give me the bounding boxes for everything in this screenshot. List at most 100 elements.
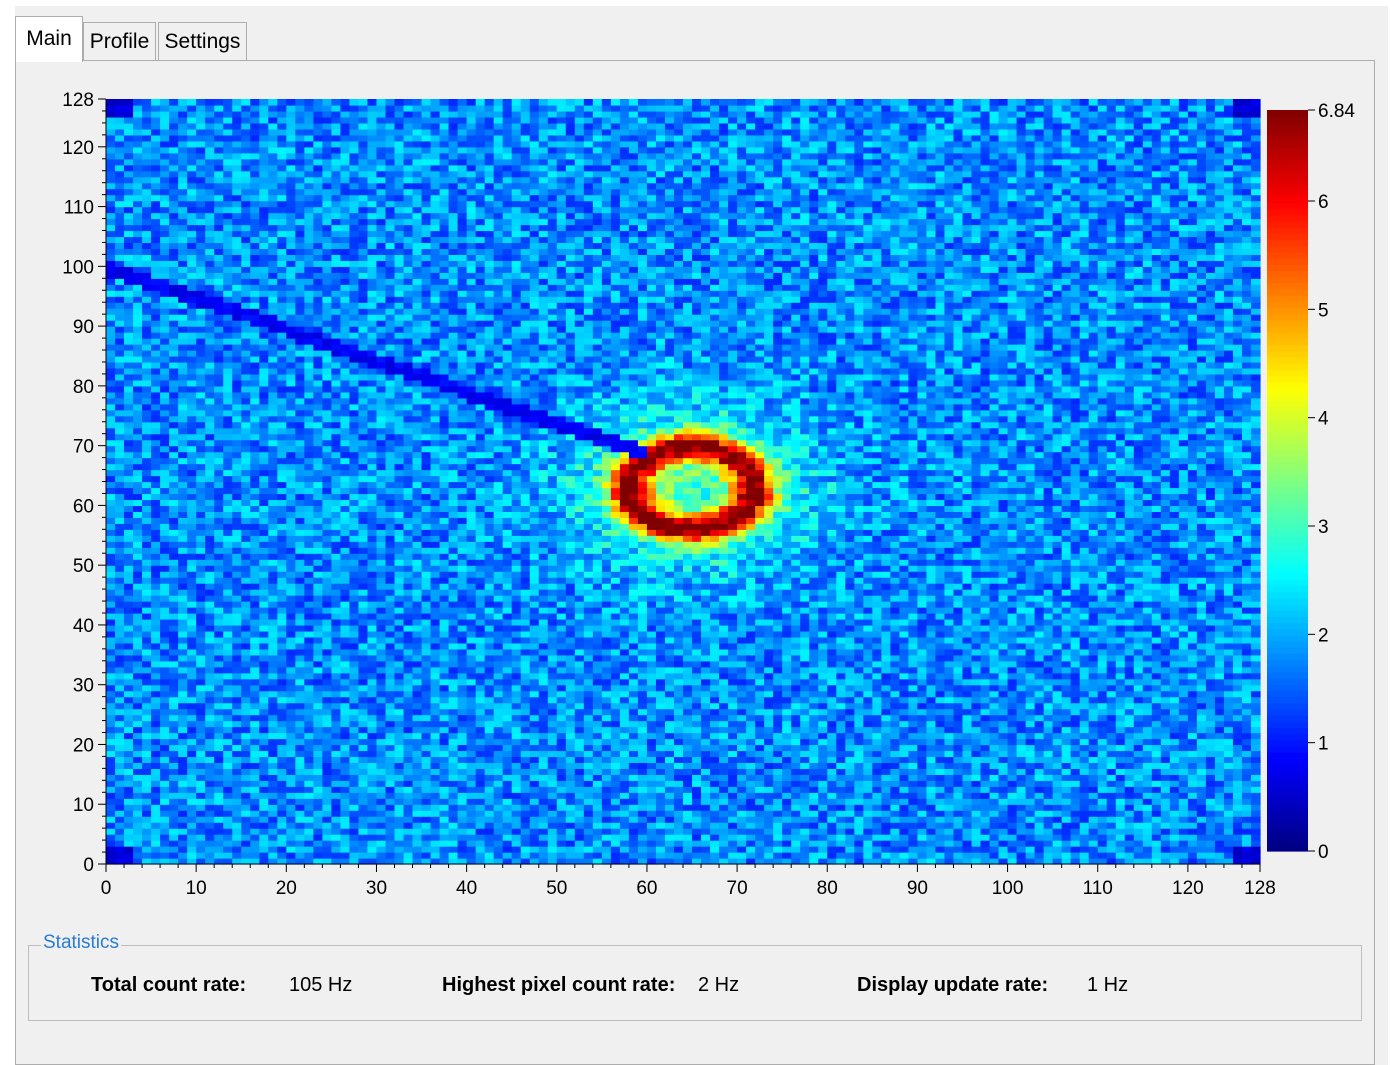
heatmap-cell xyxy=(962,654,973,662)
heatmap-cell xyxy=(358,840,369,847)
heatmap-cell xyxy=(340,804,351,811)
heatmap-cell xyxy=(133,738,143,746)
heatmap-cell xyxy=(827,702,837,710)
heatmap-cell xyxy=(394,696,405,704)
heatmap-cell xyxy=(1214,672,1225,680)
heatmap-cell xyxy=(755,726,765,734)
heatmap-cell xyxy=(836,852,846,859)
heatmap-cell xyxy=(818,786,828,793)
heatmap-cell xyxy=(710,660,720,668)
heatmap-cell xyxy=(160,774,170,781)
heatmap-cell xyxy=(223,726,233,734)
heatmap-cell xyxy=(511,852,522,859)
heatmap-cell xyxy=(881,702,891,710)
heatmap-cell xyxy=(250,822,260,829)
heatmap-cell xyxy=(1232,756,1243,763)
heatmap-cell xyxy=(935,828,946,835)
heatmap-cell xyxy=(1169,840,1180,847)
heatmap-cell xyxy=(241,636,251,644)
heatmap-cell xyxy=(944,630,955,638)
heatmap-cell xyxy=(782,786,792,793)
heatmap-cell xyxy=(646,648,657,656)
heatmap-cell xyxy=(1160,756,1171,763)
heatmap-cell xyxy=(1232,750,1243,758)
heatmap-cell xyxy=(908,828,919,835)
heatmap-cell xyxy=(719,696,729,704)
heatmap-cell xyxy=(836,744,846,752)
heatmap-cell xyxy=(331,678,342,686)
heatmap-cell xyxy=(142,762,152,769)
heatmap-cell xyxy=(250,630,260,638)
heatmap-cell xyxy=(773,666,783,674)
heatmap-cell xyxy=(1124,732,1135,740)
heatmap-cell xyxy=(160,768,170,775)
heatmap-cell xyxy=(430,798,441,805)
heatmap-cell xyxy=(836,840,846,847)
heatmap-cell xyxy=(124,756,134,763)
heatmap-cell xyxy=(169,828,179,835)
heatmap-cell xyxy=(683,822,693,829)
heatmap-cell xyxy=(142,690,152,698)
heatmap-cell xyxy=(628,696,639,704)
heatmap-cell xyxy=(484,684,495,692)
heatmap-cell xyxy=(1223,810,1234,817)
heatmap-cell xyxy=(124,840,134,847)
heatmap-cell xyxy=(1061,630,1072,638)
heatmap-cell xyxy=(241,840,251,847)
heatmap-cell xyxy=(782,834,792,841)
heatmap-cell xyxy=(466,804,477,811)
heatmap-cell xyxy=(701,732,711,740)
heatmap-cell xyxy=(1151,798,1162,805)
heatmap-cell xyxy=(142,732,152,740)
heatmap-cell xyxy=(214,732,224,740)
heatmap-cell xyxy=(917,828,928,835)
heatmap-cell xyxy=(719,678,729,686)
heatmap-cell xyxy=(1016,822,1027,829)
heatmap-cell xyxy=(1034,786,1045,793)
heatmap-cell xyxy=(646,846,657,853)
heatmap-cell xyxy=(592,642,603,650)
heatmap-cell xyxy=(926,792,937,799)
heatmap-cell xyxy=(259,816,269,823)
heatmap-cell xyxy=(827,750,837,758)
heatmap-cell xyxy=(863,654,873,662)
heatmap-cell xyxy=(1214,630,1225,638)
heatmap-cell xyxy=(664,774,675,781)
heatmap-cell xyxy=(178,678,188,686)
heatmap-cell xyxy=(286,804,296,811)
tab-settings[interactable]: Settings xyxy=(158,22,247,60)
heatmap-cell xyxy=(448,738,459,746)
heatmap-cell xyxy=(1250,798,1261,805)
heatmap-cell xyxy=(313,738,323,746)
heatmap-cell xyxy=(214,654,224,662)
heatmap-cell xyxy=(1052,648,1063,656)
heatmap-cell xyxy=(683,804,693,811)
heatmap-cell xyxy=(998,756,1009,763)
heatmap-cell xyxy=(926,750,937,758)
heatmap-cell xyxy=(475,708,486,716)
heatmap-cell xyxy=(484,750,495,758)
heatmap-cell xyxy=(502,690,513,698)
heatmap-cell xyxy=(520,696,531,704)
heatmap-cell xyxy=(196,720,206,728)
heatmap-cell xyxy=(1124,828,1135,835)
heatmap-cell xyxy=(1142,654,1153,662)
heatmap-cell xyxy=(439,672,450,680)
heatmap-cell xyxy=(953,822,964,829)
heatmap-cell xyxy=(592,636,603,644)
heatmap-cell xyxy=(493,672,504,680)
heatmap-cell xyxy=(484,732,495,740)
heatmap-cell xyxy=(1097,846,1108,853)
heatmap-cell xyxy=(1088,744,1099,752)
tab-main[interactable]: Main xyxy=(15,16,83,62)
heatmap-cell xyxy=(1178,798,1189,805)
tab-profile[interactable]: Profile xyxy=(83,22,156,60)
heatmap-cell xyxy=(791,804,801,811)
heatmap-cell xyxy=(746,720,756,728)
heatmap-cell xyxy=(133,858,143,865)
heatmap-cell xyxy=(1061,690,1072,698)
heatmap-cell xyxy=(1169,726,1180,734)
heatmap-cell xyxy=(349,672,360,680)
heatmap-cell xyxy=(169,720,179,728)
heatmap-cell xyxy=(304,702,314,710)
